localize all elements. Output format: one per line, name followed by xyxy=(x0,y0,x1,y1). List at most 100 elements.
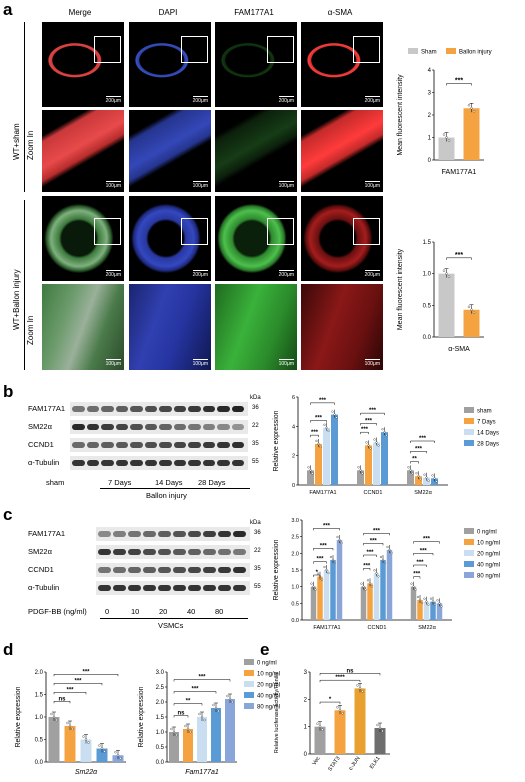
bar xyxy=(407,470,414,485)
data-point xyxy=(367,444,370,447)
legend-swatch xyxy=(408,48,418,54)
data-point xyxy=(369,447,372,450)
significance-label: *** xyxy=(320,543,328,549)
y-tick-label: 2 xyxy=(292,454,295,460)
significance-label: *** xyxy=(423,537,431,543)
zoom-region-box xyxy=(94,218,121,245)
bar xyxy=(336,540,343,620)
blot-bracket xyxy=(100,618,248,619)
scale-bar-label: 100μm xyxy=(192,359,209,367)
blot-band xyxy=(231,424,244,430)
blot-band xyxy=(128,531,141,537)
data-point xyxy=(316,722,319,725)
y-tick-label: 1.5 xyxy=(291,568,299,574)
data-point xyxy=(325,426,328,429)
data-point xyxy=(388,548,391,552)
data-point xyxy=(438,602,441,605)
data-point xyxy=(425,600,428,603)
y-tick-label: 2.0 xyxy=(35,670,44,676)
legend-label: 40 ng/ml xyxy=(257,694,280,700)
data-point xyxy=(357,466,360,469)
blot-band xyxy=(143,531,156,537)
data-point xyxy=(427,603,430,606)
blot-band xyxy=(218,531,231,537)
bar xyxy=(354,688,366,754)
legend-label: 7 Days xyxy=(477,420,496,426)
blot-band xyxy=(86,460,99,466)
blot-band xyxy=(218,585,231,591)
bar xyxy=(386,550,393,620)
y-tick-label: 6 xyxy=(292,395,295,401)
blot-band xyxy=(72,406,85,412)
blot-protein-label: α-Tubulin xyxy=(28,458,60,467)
legend-label: Sham xyxy=(421,50,437,56)
bar xyxy=(315,443,322,485)
data-point xyxy=(447,139,451,142)
blot-band xyxy=(130,424,143,430)
data-point xyxy=(445,136,448,139)
data-point xyxy=(316,572,320,575)
bar xyxy=(314,726,326,754)
data-point xyxy=(327,429,330,432)
blot-band xyxy=(233,567,246,573)
data-point xyxy=(412,585,415,588)
micrograph: 100μm xyxy=(42,110,124,192)
y-axis-label: Relative luciferase activity/Renila xyxy=(274,672,280,753)
data-point xyxy=(338,538,341,542)
data-point xyxy=(333,561,337,565)
data-point xyxy=(381,558,385,562)
blot-band xyxy=(217,406,230,412)
bar xyxy=(225,699,235,762)
data-point xyxy=(420,601,424,605)
blot-band xyxy=(143,567,156,573)
data-point xyxy=(431,600,435,603)
blot-band xyxy=(203,531,216,537)
legend-label: Ballon injury xyxy=(459,50,492,56)
blot-band xyxy=(130,442,143,448)
blot-band xyxy=(115,406,128,412)
data-point xyxy=(331,410,334,413)
blot-kda-marker: 22 xyxy=(254,548,261,554)
micrograph: 100μm xyxy=(301,110,383,192)
y-tick-label: 0.5 xyxy=(291,601,299,607)
data-point xyxy=(361,472,364,475)
bar xyxy=(331,414,338,485)
legend-label: 20 ng/ml xyxy=(257,683,280,689)
data-point xyxy=(82,735,85,738)
data-point xyxy=(376,723,379,727)
data-point xyxy=(467,104,471,107)
data-point xyxy=(470,107,473,110)
x-tick-label: c-JUN xyxy=(348,756,362,772)
blot-band xyxy=(159,460,172,466)
blot-group-sham: sham xyxy=(46,478,65,487)
chart-c: 0.0 0.5 1.0 1.5 2.0 2.5 3.0 Relative expression… xyxy=(273,518,500,631)
y-tick-label: 1.0 xyxy=(423,272,432,278)
dose-10: 10 xyxy=(131,607,140,616)
blot-band xyxy=(202,406,215,412)
blot-band xyxy=(144,424,157,430)
data-point xyxy=(467,305,471,308)
blot-protein-label: SM22α xyxy=(28,547,52,556)
scale-bar-label: 100μm xyxy=(278,359,295,367)
blot-band xyxy=(188,549,201,555)
significance-label: *** xyxy=(311,430,319,436)
data-point xyxy=(55,718,58,722)
data-point xyxy=(360,582,363,585)
bar xyxy=(317,576,323,620)
x-tick-label: STAT3 xyxy=(327,756,341,773)
micrograph: 100μm xyxy=(215,284,297,370)
blot-band xyxy=(144,442,157,448)
row-label-sham: WT+sham xyxy=(12,123,21,160)
blot-strip xyxy=(70,402,248,416)
significance-label: ns xyxy=(346,668,354,674)
zoom-region-box xyxy=(181,36,208,63)
scale-bar-label: 100μm xyxy=(105,359,122,367)
row-label-zoom-balloon: Zoom In xyxy=(26,315,35,345)
significance-label: * xyxy=(329,697,332,703)
legend-swatch xyxy=(464,440,474,446)
data-point xyxy=(417,475,420,478)
blot-band xyxy=(98,567,111,573)
bar xyxy=(367,583,373,620)
micrograph: 200μm xyxy=(301,196,383,281)
data-point xyxy=(198,712,201,716)
